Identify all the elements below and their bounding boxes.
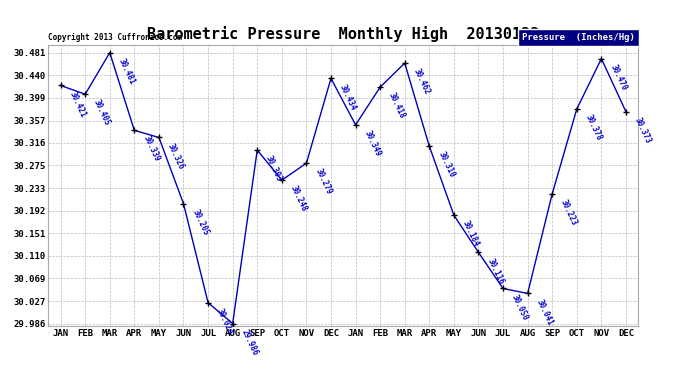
Text: 30.378: 30.378 — [584, 113, 604, 142]
Text: 30.339: 30.339 — [141, 135, 161, 164]
Text: 30.184: 30.184 — [461, 219, 481, 248]
Text: 29.986: 29.986 — [239, 328, 259, 357]
Text: 30.373: 30.373 — [633, 116, 653, 145]
Text: 30.462: 30.462 — [412, 67, 431, 96]
Text: 30.434: 30.434 — [338, 82, 358, 111]
Text: 30.024: 30.024 — [215, 307, 235, 336]
Text: Copyright 2013 Cuffronics.com: Copyright 2013 Cuffronics.com — [48, 33, 182, 42]
Text: 30.303: 30.303 — [264, 154, 284, 183]
Text: 30.310: 30.310 — [436, 150, 456, 179]
Text: 30.050: 30.050 — [510, 292, 530, 322]
Text: 30.326: 30.326 — [166, 142, 186, 171]
Text: 30.248: 30.248 — [289, 184, 308, 213]
Text: Pressure  (Inches/Hg): Pressure (Inches/Hg) — [522, 33, 635, 42]
Text: 30.421: 30.421 — [68, 90, 88, 118]
Text: 30.041: 30.041 — [535, 298, 555, 327]
Title: Barometric Pressure  Monthly High  20130122: Barometric Pressure Monthly High 2013012… — [147, 27, 540, 42]
Text: 30.223: 30.223 — [559, 198, 579, 227]
Text: 30.418: 30.418 — [387, 91, 407, 120]
Text: 30.470: 30.470 — [609, 63, 628, 92]
Text: 30.279: 30.279 — [313, 167, 333, 196]
Text: 30.116: 30.116 — [486, 256, 505, 285]
Text: 30.405: 30.405 — [92, 98, 112, 128]
Text: 30.481: 30.481 — [117, 57, 137, 86]
Text: 30.205: 30.205 — [190, 208, 210, 237]
Text: 30.349: 30.349 — [362, 129, 382, 158]
